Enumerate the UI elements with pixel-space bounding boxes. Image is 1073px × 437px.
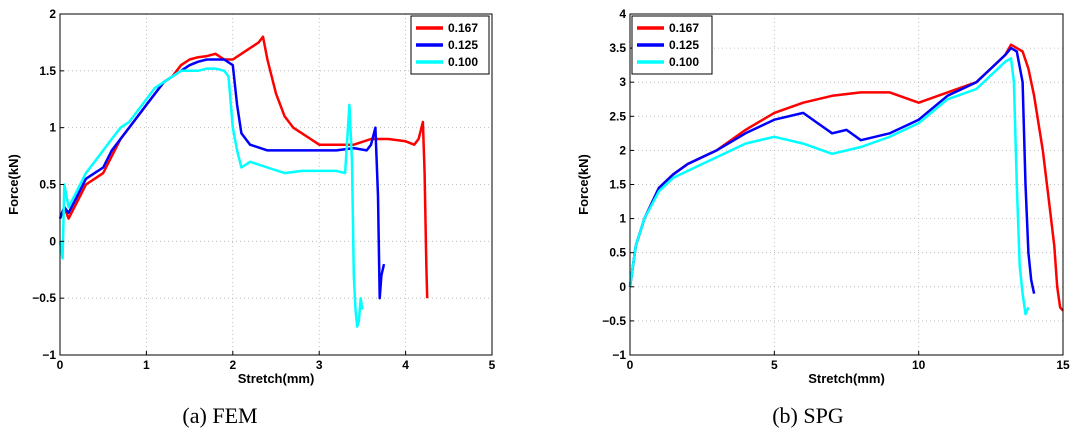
series-line-0-100 xyxy=(58,67,364,328)
y-tick-label: 1 xyxy=(619,212,626,226)
figure-caption: (b) SPG xyxy=(772,403,844,428)
y-tick-label: 1.5 xyxy=(609,178,626,192)
x-tick-label: 5 xyxy=(771,358,778,372)
y-tick-label: 0.5 xyxy=(609,246,626,260)
y-tick-label: 1 xyxy=(49,121,56,135)
legend-label: 0.100 xyxy=(669,55,699,69)
chart-panel-fem: 0 1 2 3 4 5−1−0.500.511.52Stretch(mm)Force(kN… xyxy=(6,7,496,428)
y-axis-label: Force(kN) xyxy=(576,154,591,215)
x-tick-label: 3 xyxy=(316,358,323,372)
y-tick-label: 1.5 xyxy=(39,64,56,78)
x-tick-label: 4 xyxy=(402,358,409,372)
y-tick-label: 0 xyxy=(619,280,626,294)
legend: 0.167 0.125 0.100 xyxy=(631,15,713,75)
x-axis-label: Stretch(mm) xyxy=(808,371,885,386)
series-line-0-125 xyxy=(58,58,386,300)
series-line-0-100 xyxy=(628,57,1030,316)
y-tick-label: 0.5 xyxy=(39,178,56,192)
y-tick-label: 4 xyxy=(619,7,626,21)
x-tick-label: 2 xyxy=(229,358,236,372)
x-tick-label: 1 xyxy=(143,358,150,372)
y-tick-label: 3 xyxy=(619,75,626,89)
y-axis-label: Force(kN) xyxy=(6,154,21,215)
y-tick-label: 2 xyxy=(49,7,56,21)
legend-label: 0.167 xyxy=(448,21,478,35)
legend-label: 0.125 xyxy=(669,38,699,52)
y-tick-label: −1 xyxy=(612,348,626,362)
figure-caption: (a) FEM xyxy=(182,403,257,428)
x-tick-label: 10 xyxy=(912,358,926,372)
chart-panel-spg: 0 5 10 15 −1 −0.5 0 0.5 1 1.5 2 2.5 3 3.5 4 Stretch(mm)… xyxy=(576,7,1070,428)
legend-label: 0.125 xyxy=(448,38,478,52)
y-tick-label: 3.5 xyxy=(609,41,626,55)
y-tick-label: −0.5 xyxy=(32,291,56,305)
legend: 0.167 0.125 0.100 xyxy=(410,15,490,75)
x-tick-label: 5 xyxy=(489,358,496,372)
series-line-0-125 xyxy=(628,46,1036,294)
x-tick-label: 0 xyxy=(57,358,64,372)
y-tick-label: 0 xyxy=(49,234,56,248)
y-tick-label: 2 xyxy=(619,143,626,157)
y-tick-label: −1 xyxy=(42,348,56,362)
series-line-0-167 xyxy=(58,35,429,299)
y-tick-label: 2.5 xyxy=(609,109,626,123)
series-line-0-167 xyxy=(628,43,1064,312)
y-tick-label: −0.5 xyxy=(602,314,626,328)
legend-label: 0.167 xyxy=(669,21,699,35)
x-tick-label: 0 xyxy=(627,358,634,372)
x-tick-label: 15 xyxy=(1056,358,1070,372)
x-axis-label: Stretch(mm) xyxy=(238,371,315,386)
legend-label: 0.100 xyxy=(448,55,478,69)
